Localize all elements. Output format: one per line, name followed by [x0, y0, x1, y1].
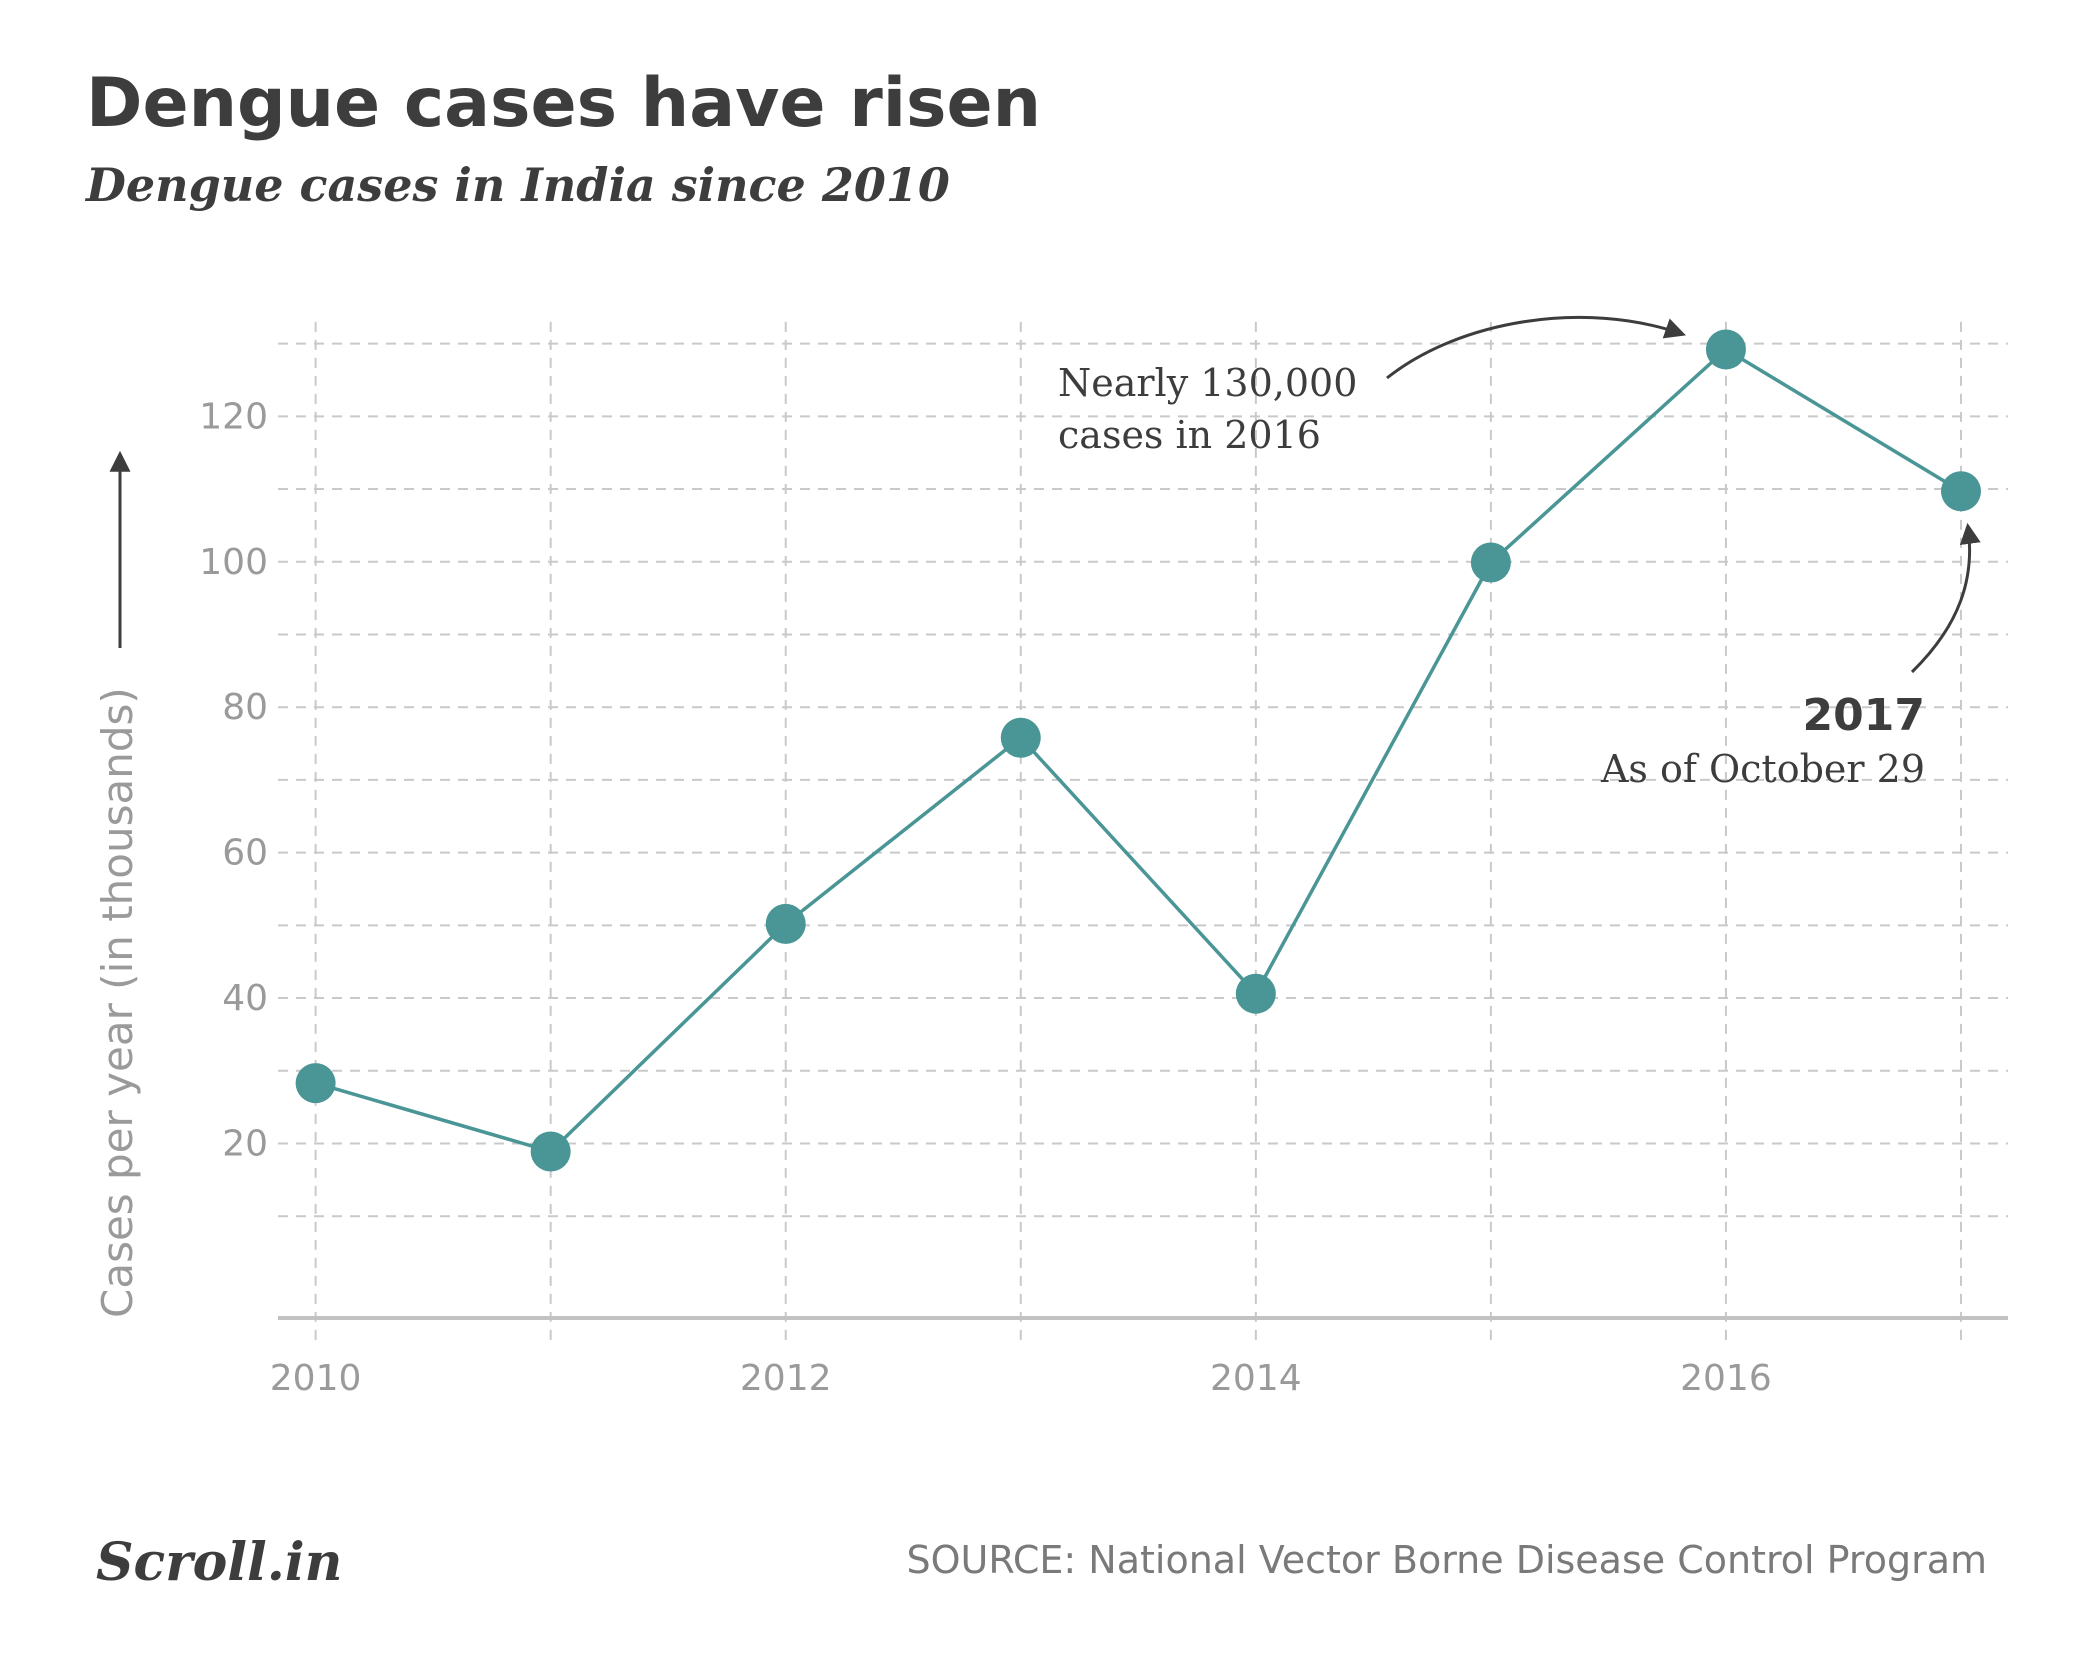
- y-tick-label: 40: [222, 978, 268, 1019]
- y-tick-label: 100: [199, 542, 268, 583]
- data-point-2013: [1000, 717, 1041, 758]
- annotation-2016: Nearly 130,000 cases in 2016: [1058, 315, 1686, 457]
- y-tick-label: 20: [222, 1123, 268, 1164]
- annotation-2017-year: 2017: [1803, 690, 1925, 741]
- data-point-2014: [1235, 973, 1276, 1014]
- y-tick-label: 80: [222, 687, 268, 728]
- y-tick-label: 60: [222, 833, 268, 874]
- x-tick-label: 2014: [1210, 1358, 1302, 1399]
- logo-text: Scroll.in: [96, 1532, 343, 1593]
- x-axis-ticks: 2010 2012 2014 2016: [270, 1358, 1772, 1399]
- y-tick-label: 120: [199, 396, 268, 437]
- chart-subtitle: Dengue cases in India since 2010: [86, 158, 950, 212]
- data-point-2010: [295, 1063, 336, 1104]
- data-point-2011: [530, 1131, 571, 1172]
- chart-grid: [278, 321, 2008, 1342]
- x-tick-label: 2016: [1680, 1358, 1772, 1399]
- annotation-2017-arrow: [1910, 522, 1981, 674]
- annotation-2017: 2017 As of October 29: [1600, 522, 1981, 791]
- series-points: [295, 329, 1981, 1172]
- annotation-2016-arrow: [1386, 315, 1686, 380]
- annotation-2016-line2: cases in 2016: [1058, 413, 1321, 457]
- data-point-2017: [1940, 471, 1981, 512]
- x-tick-label: 2010: [270, 1358, 362, 1399]
- data-point-2012: [765, 903, 806, 944]
- source-note: SOURCE: National Vector Borne Disease Co…: [906, 1538, 1988, 1582]
- series-line: [315, 347, 1962, 1154]
- y-axis-ticks: 20 40 60 80 100 120: [199, 396, 268, 1164]
- annotation-2017-note: As of October 29: [1600, 747, 1925, 791]
- x-tick-label: 2012: [740, 1358, 832, 1399]
- y-axis-title: Cases per year (in thousands): [93, 687, 142, 1318]
- data-point-2015: [1470, 542, 1511, 583]
- annotation-2016-line1: Nearly 130,000: [1058, 361, 1357, 405]
- data-point-2016: [1705, 329, 1746, 370]
- chart-title: Dengue cases have risen: [86, 64, 1042, 143]
- scroll-logo: Scroll.in: [96, 1532, 342, 1593]
